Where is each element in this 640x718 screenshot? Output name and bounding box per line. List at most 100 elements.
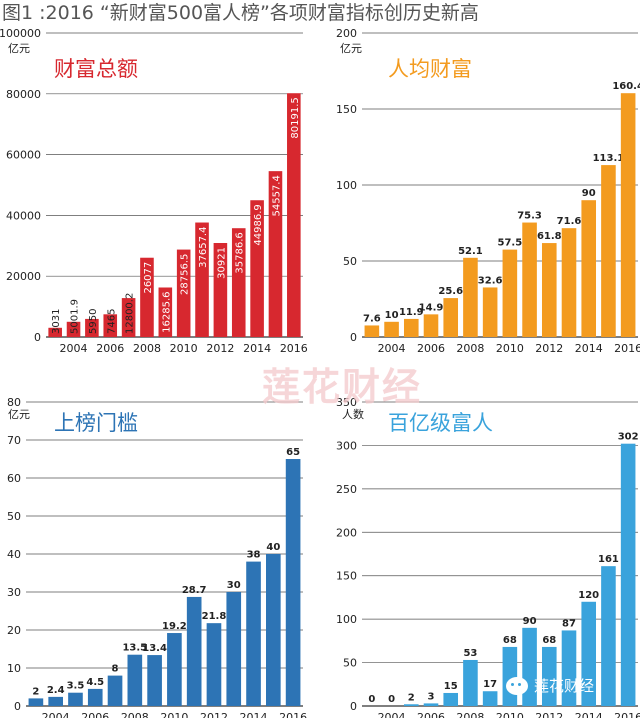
bar: [68, 692, 83, 706]
bar-value-label: 302: [618, 432, 639, 443]
chart-title: 人均财富: [388, 57, 472, 81]
x-tick-label: 2006: [96, 342, 124, 355]
bar: [266, 554, 281, 706]
bar: [287, 93, 301, 338]
bar-value-label: 40: [266, 542, 280, 553]
bar-value-label: 7465: [106, 309, 117, 334]
x-tick-label: 2012: [535, 342, 563, 355]
bar-value-label: 3: [428, 691, 435, 702]
bar: [195, 222, 209, 337]
bar-value-label: 0: [388, 694, 395, 705]
bar-value-label: 68: [542, 635, 556, 646]
bar-value-label: 90: [523, 616, 537, 627]
bar-value-label: 32.6: [478, 275, 503, 286]
bar-value-label: 4.5: [86, 677, 104, 688]
y-unit-label: 亿元: [8, 408, 30, 421]
bar-value-label: 44986.9: [253, 204, 264, 245]
x-tick-label: 2010: [496, 342, 524, 355]
bar-value-label: 90: [582, 188, 596, 199]
y-tick-label: 20000: [6, 270, 41, 283]
y-tick-label: 150: [336, 570, 357, 583]
bar-value-label: 68: [503, 635, 517, 646]
bar: [463, 659, 478, 706]
bar-value-label: 7.6: [363, 313, 381, 324]
chart-title: 上榜门槛: [54, 411, 138, 435]
bar: [28, 698, 44, 706]
x-tick-label: 2010: [496, 711, 524, 718]
x-tick-label: 2012: [535, 711, 563, 718]
y-tick-label: 10: [7, 662, 21, 675]
x-tick-label: 2006: [81, 711, 109, 718]
y-tick-label: 40: [7, 548, 21, 561]
y-tick-label: 100: [336, 613, 357, 626]
bar-value-label: 28.7: [182, 585, 207, 596]
wechat-label: 莲花财经: [534, 677, 595, 695]
bar: [85, 318, 99, 337]
bar-value-label: 8: [112, 664, 119, 675]
page-title: 图1 :2016 “新财富500富人榜”各项财富指标创历史新高: [2, 2, 479, 24]
bar: [231, 228, 246, 337]
bar: [581, 200, 597, 337]
bar: [561, 228, 577, 337]
x-tick-label: 2006: [417, 711, 445, 718]
bar-value-label: 2: [408, 692, 415, 703]
y-tick-label: 200: [336, 526, 357, 539]
y-tick-label: 50: [343, 255, 357, 268]
bar: [268, 171, 283, 337]
x-tick-label: 2008: [121, 711, 149, 718]
bar-value-label: 5950: [88, 309, 99, 334]
bar-value-label: 26077: [143, 262, 154, 294]
x-tick-label: 2004: [60, 342, 88, 355]
bar-value-label: 87: [562, 618, 576, 629]
bar: [364, 325, 380, 337]
bar: [403, 318, 419, 337]
y-tick-label: 60000: [6, 149, 41, 162]
bar: [186, 596, 202, 706]
bar-value-label: 2: [32, 686, 39, 697]
y-tick-label: 50: [7, 510, 21, 523]
bar-value-label: 28756.5: [180, 254, 191, 295]
y-tick-label: 20: [7, 624, 21, 637]
y-tick-label: 350: [336, 396, 357, 409]
wechat-badge: 莲花财经: [506, 675, 594, 696]
x-tick-label: 2016: [280, 342, 308, 355]
y-tick-label: 30: [7, 586, 21, 599]
bar-value-label: 25.6: [438, 286, 463, 297]
bar-value-label: 12800.2: [125, 293, 136, 334]
bar: [107, 675, 123, 706]
bar-value-label: 3.5: [67, 681, 85, 692]
y-tick-label: 100: [336, 179, 357, 192]
bar: [601, 165, 616, 337]
x-tick-label: 2008: [133, 342, 161, 355]
x-tick-label: 2014: [575, 711, 603, 718]
y-tick-label: 150: [336, 103, 357, 116]
bar: [403, 704, 419, 706]
bar-value-label: 16285.6: [161, 291, 172, 332]
bar: [226, 592, 242, 706]
bar: [541, 243, 557, 337]
bar-value-label: 13.5: [122, 643, 147, 654]
bar-value-label: 11.9: [399, 307, 424, 318]
x-tick-label: 2016: [279, 711, 307, 718]
bar-value-label: 0: [368, 694, 375, 705]
bar: [167, 633, 182, 706]
bar-value-label: 37657.4: [198, 227, 209, 268]
bar: [140, 257, 154, 337]
x-tick-label: 2014: [240, 711, 268, 718]
bar-value-label: 10: [385, 310, 399, 321]
bar: [482, 691, 498, 706]
y-tick-label: 0: [34, 331, 41, 344]
x-tick-label: 2004: [378, 342, 406, 355]
bar-value-label: 15: [444, 681, 458, 692]
x-tick-label: 2016: [614, 342, 640, 355]
chart-title: 百亿级富人: [388, 411, 493, 435]
bar: [158, 287, 173, 337]
bar: [48, 327, 62, 337]
bar-value-label: 120: [578, 590, 599, 601]
bar: [620, 93, 636, 337]
bar-value-label: 30921: [216, 247, 227, 279]
bar: [147, 655, 162, 706]
bar-value-label: 61.8: [537, 231, 562, 242]
bar: [502, 249, 518, 337]
